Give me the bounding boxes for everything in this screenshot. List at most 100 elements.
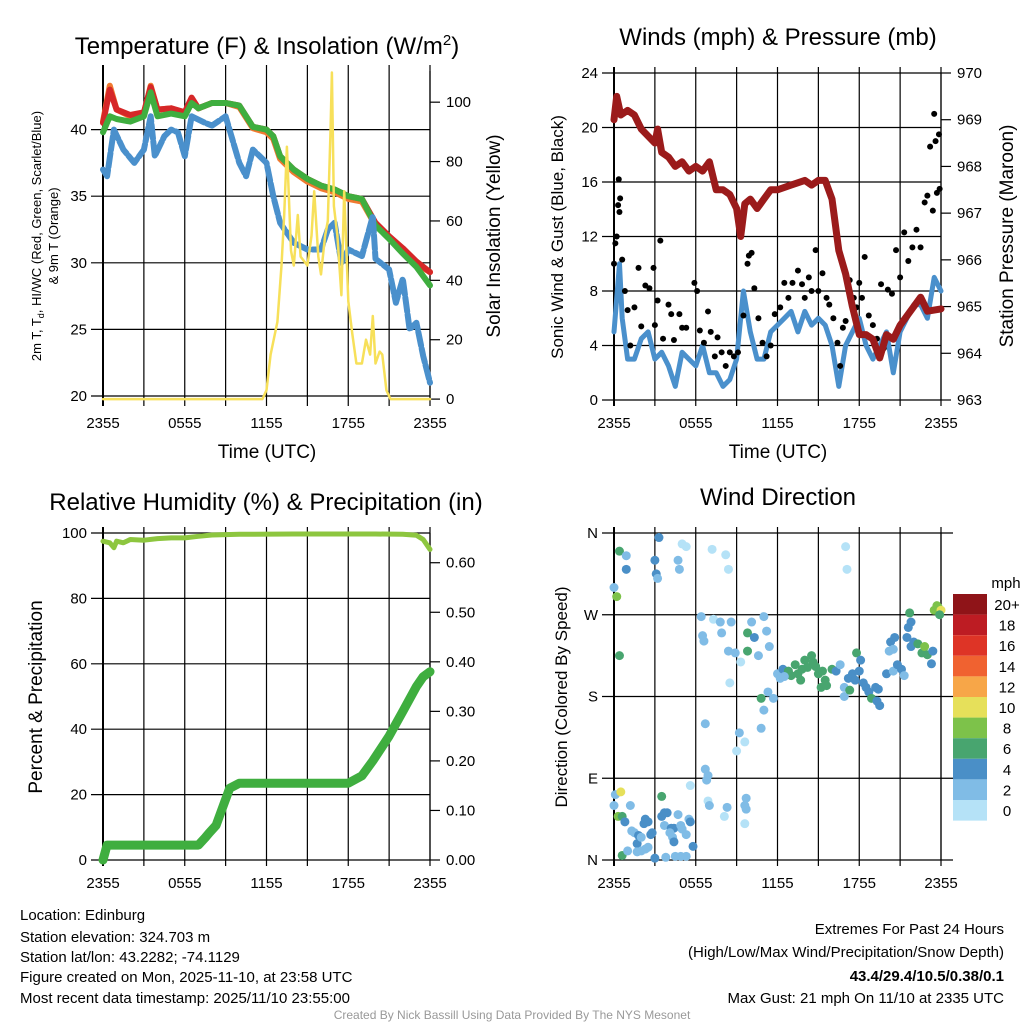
temp-xtick-label: 2355 bbox=[413, 415, 446, 432]
direction-point bbox=[614, 546, 624, 556]
direction-point bbox=[669, 837, 679, 847]
wind-gust-point bbox=[812, 247, 819, 254]
wind-gust-point bbox=[858, 294, 865, 301]
wind-gust-point bbox=[740, 312, 747, 319]
direction-point bbox=[850, 675, 860, 685]
direction-point bbox=[704, 801, 714, 810]
direction-point bbox=[740, 737, 750, 747]
direction-point bbox=[743, 646, 753, 656]
footer-latlon: Station lat/lon: 43.2282; -74.1129 bbox=[20, 949, 240, 966]
rh-y2tick-label: 0.60 bbox=[446, 555, 475, 572]
direction-point bbox=[786, 671, 796, 681]
rh-ytick-label: 40 bbox=[70, 721, 87, 738]
direction-point bbox=[756, 693, 766, 703]
rh-y2tick-label: 0.00 bbox=[446, 852, 475, 869]
direction-point bbox=[842, 564, 852, 574]
wind-gust-point bbox=[834, 339, 841, 346]
temp-y2tick-label: 80 bbox=[446, 154, 463, 171]
direction-point bbox=[732, 746, 742, 756]
direction-point bbox=[609, 801, 619, 810]
extremes-title: Extremes For Past 24 Hours bbox=[815, 921, 1004, 938]
temp-series-hi-wc bbox=[100, 89, 433, 289]
wind-gust-point bbox=[615, 176, 622, 183]
temp-ylabel-line2: & 9m T (Orange) bbox=[46, 187, 61, 284]
direction-point bbox=[736, 657, 746, 667]
wind-gust-point bbox=[763, 353, 770, 360]
footer-location: Location: Edinburg bbox=[20, 907, 145, 924]
direction-point bbox=[743, 628, 753, 638]
wind-y2tick-label: 965 bbox=[957, 299, 982, 316]
direction-point bbox=[621, 551, 631, 561]
dir-ytick-label: S bbox=[588, 689, 598, 706]
direction-point bbox=[763, 687, 773, 697]
temp-xtick-label: 1755 bbox=[332, 415, 365, 432]
direction-point bbox=[756, 723, 766, 733]
wind-xtick-label: 2355 bbox=[924, 415, 957, 432]
direction-point bbox=[650, 853, 660, 863]
direction-point bbox=[685, 817, 695, 827]
rh-y2tick-label: 0.20 bbox=[446, 753, 475, 770]
direction-point bbox=[913, 639, 923, 649]
wind-gust-point bbox=[751, 285, 758, 292]
direction-point bbox=[685, 781, 695, 791]
wind-xtick-label: 2355 bbox=[597, 415, 630, 432]
direction-point bbox=[796, 675, 806, 685]
direction-point bbox=[935, 610, 945, 620]
temp-title: Temperature (F) & Insolation (W/m2) bbox=[75, 32, 459, 60]
wind-gust-point bbox=[909, 244, 916, 251]
direction-point bbox=[811, 662, 821, 672]
wind-gust-point bbox=[660, 335, 667, 342]
dir-ytick-label: N bbox=[587, 525, 598, 542]
colorbar-level-label: 16 bbox=[999, 638, 1016, 655]
colorbar-level-label: 14 bbox=[999, 659, 1016, 676]
direction-point bbox=[717, 628, 727, 638]
wind-gust-point bbox=[759, 339, 766, 346]
colorbar-level-label: 2 bbox=[1003, 782, 1011, 799]
wind-gust-point bbox=[621, 288, 628, 294]
rh-xtick-label: 1755 bbox=[332, 875, 365, 892]
wind-y2tick-label: 966 bbox=[957, 252, 982, 269]
dir-xtick-label: 2355 bbox=[924, 875, 957, 892]
temp-xtick-label: 2355 bbox=[86, 415, 119, 432]
direction-point bbox=[650, 555, 660, 565]
dir-xtick-label: 0555 bbox=[679, 875, 712, 892]
footer-elevation: Station elevation: 324.703 m bbox=[20, 929, 210, 946]
direction-point bbox=[741, 804, 751, 814]
wind-gust-point bbox=[913, 226, 920, 233]
rh-y2tick-label: 0.50 bbox=[446, 604, 475, 621]
direction-point bbox=[673, 810, 683, 820]
direction-point bbox=[768, 693, 778, 703]
footer-recent: Most recent data timestamp: 2025/11/10 2… bbox=[20, 990, 350, 1007]
rh-line bbox=[100, 531, 433, 552]
wind-gust-point bbox=[694, 288, 701, 294]
direction-point bbox=[854, 666, 864, 676]
direction-point bbox=[873, 684, 883, 694]
colorbar-level-label: 10 bbox=[999, 700, 1016, 717]
direction-point bbox=[719, 811, 729, 821]
temp-y2tick-label: 20 bbox=[446, 332, 463, 349]
wind-gust-point bbox=[927, 143, 934, 150]
direction-point bbox=[749, 632, 759, 642]
direction-point bbox=[609, 583, 619, 592]
direction-point bbox=[722, 802, 732, 812]
temp-xtick-label: 0555 bbox=[168, 415, 201, 432]
colorbar-swatch bbox=[953, 697, 987, 718]
wind-ytick-label: 0 bbox=[590, 392, 598, 409]
direction-point bbox=[673, 555, 683, 565]
direction-point bbox=[888, 644, 898, 654]
wind-ytick-label: 12 bbox=[581, 229, 598, 246]
direction-point bbox=[681, 851, 691, 861]
direction-point bbox=[899, 671, 909, 681]
wind-gust-point bbox=[670, 337, 677, 344]
wind-gust-point bbox=[707, 328, 714, 335]
rh-ytick-label: 0 bbox=[79, 852, 87, 869]
wind-gust-point bbox=[823, 294, 830, 301]
direction-point bbox=[616, 787, 626, 797]
wind-y2tick-label: 970 bbox=[957, 65, 982, 82]
wind-gust-point bbox=[646, 285, 653, 292]
wind-ytick-label: 20 bbox=[581, 120, 598, 137]
wind-ytick-label: 24 bbox=[581, 65, 598, 82]
wind-gust-point bbox=[842, 317, 849, 324]
wind-gust-point bbox=[631, 304, 638, 311]
